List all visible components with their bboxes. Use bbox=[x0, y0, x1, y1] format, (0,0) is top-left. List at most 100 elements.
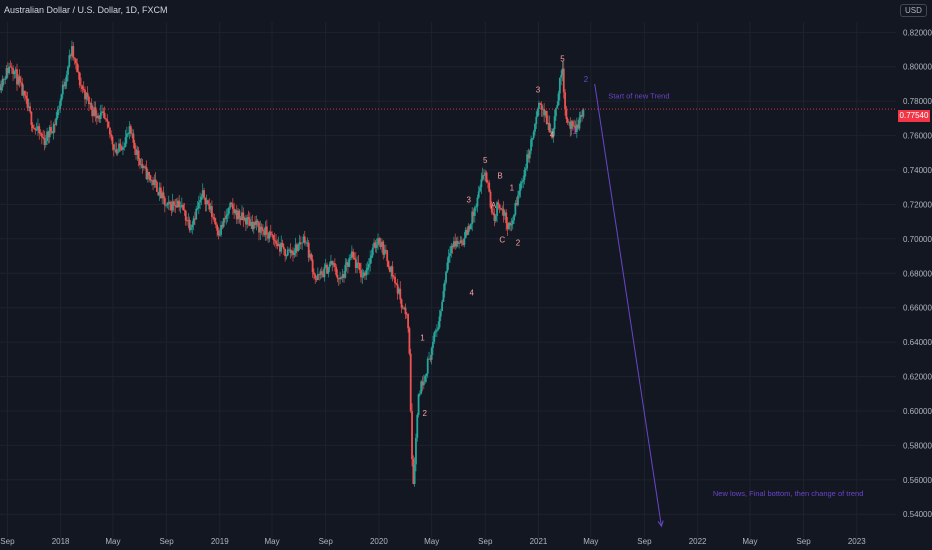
symbol-title: Australian Dollar / U.S. Dollar, 1D, FXC… bbox=[4, 5, 168, 15]
candle-body bbox=[376, 245, 378, 248]
candle-body bbox=[418, 394, 420, 414]
candle-body bbox=[27, 98, 29, 107]
projection-wave-label: 2 bbox=[584, 75, 589, 84]
candle-body bbox=[492, 213, 494, 214]
candle-body bbox=[415, 438, 417, 464]
candle-body bbox=[106, 119, 108, 121]
x-tick-label: May bbox=[265, 537, 280, 546]
candle-body bbox=[582, 110, 584, 117]
candle-body bbox=[164, 198, 166, 205]
candle-body bbox=[446, 263, 448, 272]
candle-body bbox=[431, 348, 433, 360]
candle-body bbox=[133, 133, 135, 142]
candle-body bbox=[87, 93, 89, 97]
candle-body bbox=[125, 137, 127, 146]
wave-label: 5 bbox=[560, 55, 565, 64]
y-tick-label: 0.60000 bbox=[903, 407, 932, 416]
candle-body bbox=[82, 86, 84, 89]
candle-body bbox=[367, 268, 369, 270]
x-tick-label: May bbox=[583, 537, 598, 546]
wave-label: 3 bbox=[536, 86, 541, 95]
candle-body bbox=[8, 67, 10, 74]
wave-label: A bbox=[491, 201, 497, 210]
candle-body bbox=[558, 93, 560, 105]
x-tick-label: 2018 bbox=[52, 537, 70, 546]
candle-body bbox=[148, 172, 150, 175]
candle-body bbox=[207, 200, 209, 204]
candle-body bbox=[275, 241, 277, 244]
candle-body bbox=[441, 302, 443, 311]
candle-body bbox=[310, 254, 312, 260]
candle-body bbox=[401, 299, 403, 307]
candle-body bbox=[323, 267, 325, 277]
candle-body bbox=[123, 147, 125, 148]
candle-body bbox=[564, 92, 566, 109]
candle-body bbox=[329, 264, 331, 267]
candle-body bbox=[197, 208, 199, 209]
candle-body bbox=[80, 85, 82, 86]
y-tick-label: 0.80000 bbox=[903, 63, 932, 72]
candle-body bbox=[399, 289, 401, 300]
x-tick-label: May bbox=[105, 537, 120, 546]
candle-body bbox=[174, 205, 176, 206]
x-tick-label: Sep bbox=[478, 537, 493, 546]
candle-body bbox=[109, 128, 111, 135]
candle-body bbox=[104, 113, 106, 118]
candle-body bbox=[248, 217, 250, 219]
candle-body bbox=[537, 109, 539, 117]
candle-body bbox=[529, 151, 531, 159]
candle-body bbox=[579, 117, 581, 128]
y-tick-label: 0.54000 bbox=[903, 510, 932, 519]
y-tick-label: 0.58000 bbox=[903, 441, 932, 450]
candle-body bbox=[262, 229, 264, 231]
candle-body bbox=[59, 101, 61, 109]
grid-lines bbox=[0, 22, 896, 538]
candle-body bbox=[223, 218, 225, 227]
x-tick-label: 2021 bbox=[530, 537, 548, 546]
candle-body bbox=[83, 89, 85, 90]
candle-body bbox=[282, 243, 284, 247]
candle-body bbox=[72, 46, 74, 57]
candle-body bbox=[227, 214, 229, 216]
candle-body bbox=[512, 220, 514, 224]
candle-body bbox=[105, 118, 107, 119]
price-axis[interactable]: 0.82000 0.80000 0.78000 0.76000 0.74000 0.720… bbox=[903, 28, 932, 519]
candle-body bbox=[559, 78, 561, 94]
y-tick-label: 0.64000 bbox=[903, 338, 932, 347]
candle-body bbox=[488, 183, 490, 192]
candle-body bbox=[348, 258, 350, 267]
candle-body bbox=[435, 331, 437, 332]
candle-body bbox=[356, 263, 358, 268]
currency-button[interactable]: USD bbox=[900, 4, 927, 17]
candle-body bbox=[495, 216, 497, 221]
candle-body bbox=[521, 182, 523, 184]
candle-body bbox=[372, 248, 374, 256]
candle-body bbox=[261, 227, 263, 230]
candle-body bbox=[518, 191, 520, 196]
candle-body bbox=[344, 265, 346, 278]
candle-body bbox=[257, 221, 259, 223]
candle-body bbox=[297, 245, 299, 251]
candle-body bbox=[198, 202, 200, 208]
candle-body bbox=[423, 382, 425, 385]
candle-body bbox=[20, 82, 22, 83]
candle-body bbox=[369, 258, 371, 264]
candle-body bbox=[167, 203, 169, 205]
x-tick-label: Sep bbox=[637, 537, 652, 546]
candle-body bbox=[360, 270, 362, 277]
wave-label: 1 bbox=[510, 184, 515, 193]
candle-body bbox=[535, 117, 537, 124]
candle-body bbox=[337, 275, 339, 278]
candle-body bbox=[155, 180, 157, 183]
candle-body bbox=[191, 225, 193, 228]
candle-body bbox=[378, 238, 380, 243]
candle-body bbox=[66, 75, 68, 82]
candle-body bbox=[513, 215, 515, 220]
candle-body bbox=[100, 112, 102, 118]
projection-annotation: New lows, Final bottom, then change of t… bbox=[713, 489, 864, 498]
time-axis[interactable]: Sep 2018 May Sep 2019 May Sep 2020 May Sep 2021 May… bbox=[0, 537, 866, 546]
y-tick-label: 0.68000 bbox=[903, 269, 932, 278]
candle-body bbox=[365, 270, 367, 276]
candle-body bbox=[215, 222, 217, 225]
